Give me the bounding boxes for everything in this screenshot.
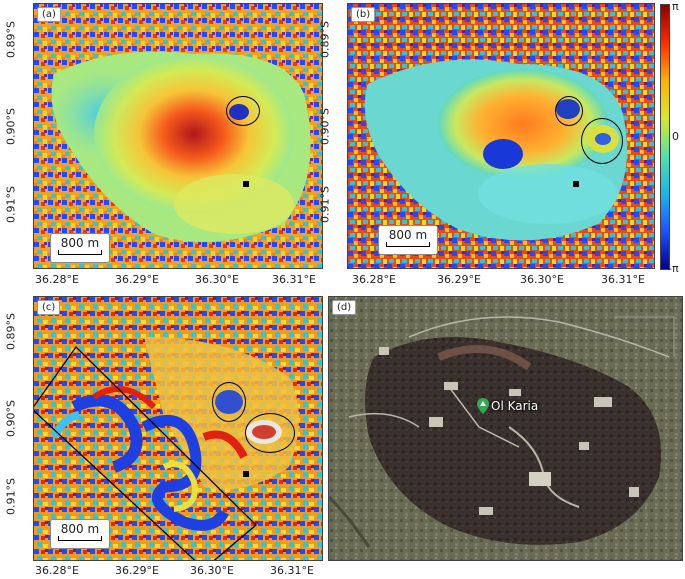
scale-bar-label: 800 m	[60, 236, 100, 250]
scale-bar: 800 m	[378, 225, 438, 255]
x-tick-label: 36.29°E	[437, 273, 481, 286]
phase-colorbar	[660, 4, 670, 270]
map-pin-icon[interactable]	[477, 398, 489, 414]
x-tick-label: 36.30°E	[195, 273, 239, 286]
deformation-circle	[581, 118, 623, 164]
reference-point-marker	[243, 181, 249, 187]
colorbar-bottom-label: -π	[668, 262, 679, 275]
colorbar-middle-label: 0	[672, 130, 679, 143]
panel-tag-b: (b)	[351, 7, 376, 22]
x-tick-label: 36.29°E	[115, 273, 159, 286]
y-tick-label: 0.91°S	[4, 478, 18, 515]
interferogram-panel-b: (b) 800 m	[347, 3, 655, 269]
y-tick-label: 0.90°S	[318, 108, 332, 145]
y-tick-label: 0.89°S	[4, 21, 18, 58]
deformation-circle	[226, 96, 260, 126]
satellite-panel-d: (d)	[328, 296, 683, 561]
y-tick-label: 0.91°S	[4, 186, 18, 223]
x-tick-label: 36.30°E	[520, 273, 564, 286]
panel-tag-a: (a)	[37, 7, 61, 22]
scale-bar-line	[58, 536, 102, 541]
x-tick-label: 36.28°E	[35, 564, 79, 577]
panel-tag-c: (c)	[37, 300, 61, 315]
deformation-circle	[555, 96, 583, 126]
x-tick-label: 36.29°E	[115, 564, 159, 577]
deformation-circle	[245, 413, 295, 453]
scale-bar: 800 m	[50, 519, 110, 549]
scale-bar-label: 800 m	[60, 522, 100, 536]
x-tick-label: 36.31°E	[601, 273, 645, 286]
x-tick-label: 36.31°E	[270, 564, 314, 577]
place-label: Ol Karia	[491, 399, 539, 413]
scale-bar-line	[386, 242, 430, 247]
interferogram-panel-a: (a) 800 m	[33, 3, 323, 269]
x-tick-label: 36.30°E	[190, 564, 234, 577]
panel-tag-d: (d)	[332, 300, 357, 315]
scale-bar-label: 800 m	[388, 228, 428, 242]
satellite-image	[329, 297, 682, 560]
y-tick-label: 0.89°S	[318, 21, 332, 58]
reference-point-marker	[573, 181, 579, 187]
scale-bar: 800 m	[50, 233, 110, 263]
interferogram-panel-c: (c) 800 m	[33, 296, 323, 561]
x-tick-label: 36.31°E	[272, 273, 316, 286]
x-tick-label: 36.28°E	[352, 273, 396, 286]
phase-image-a	[34, 4, 322, 268]
y-tick-label: 0.90°S	[4, 400, 18, 437]
y-tick-label: 0.90°S	[4, 108, 18, 145]
y-tick-label: 0.89°S	[4, 313, 18, 350]
reference-point-marker	[243, 471, 249, 477]
x-tick-label: 36.28°E	[35, 273, 79, 286]
deformation-circle	[212, 382, 246, 422]
colorbar-top-label: π	[672, 0, 679, 13]
scale-bar-line	[58, 250, 102, 255]
y-tick-label: 0.91°S	[318, 186, 332, 223]
